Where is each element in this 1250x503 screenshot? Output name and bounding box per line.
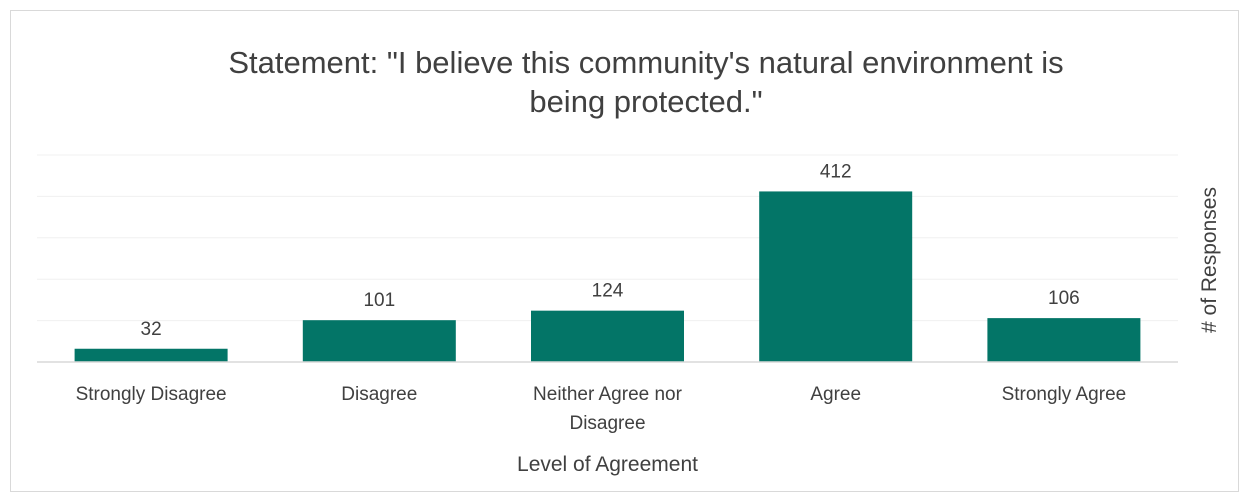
x-tick-label: Disagree xyxy=(341,384,417,405)
chart-title-line-1: Statement: "I believe this community's n… xyxy=(228,45,1063,80)
bar xyxy=(759,191,913,362)
x-tick-label: Neither Agree nor xyxy=(533,384,683,405)
bar xyxy=(531,310,684,362)
data-label: 32 xyxy=(141,319,162,340)
x-tick-label: Strongly Disagree xyxy=(76,384,227,405)
y-axis-title: # of Responses xyxy=(1198,187,1221,333)
x-axis-title: Level of Agreement xyxy=(517,453,698,476)
bars xyxy=(74,191,1141,362)
bar xyxy=(987,318,1141,362)
x-tick-label: Disagree xyxy=(569,413,645,434)
data-label: 412 xyxy=(820,161,852,182)
x-tick-label: Agree xyxy=(810,384,861,405)
data-labels: 32 101 124 412 106 xyxy=(141,161,1080,339)
data-label: 124 xyxy=(592,281,624,302)
bar xyxy=(302,320,456,362)
data-label: 101 xyxy=(363,290,395,311)
chart-title-line-2: being protected." xyxy=(529,84,762,119)
data-label: 106 xyxy=(1048,288,1080,309)
chart-frame xyxy=(10,10,1239,492)
x-tick-label: Strongly Agree xyxy=(1002,384,1127,405)
x-tick-labels: Strongly Disagree Disagree Neither Agree n… xyxy=(76,384,1127,434)
bar xyxy=(74,348,228,362)
